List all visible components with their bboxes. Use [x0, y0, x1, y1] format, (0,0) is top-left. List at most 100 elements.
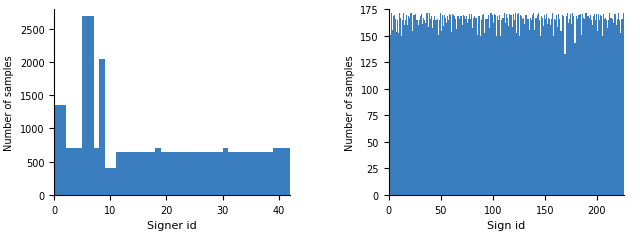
Bar — [591, 20, 592, 195]
Bar — [449, 15, 450, 195]
Bar — [540, 36, 541, 195]
Bar — [445, 18, 446, 195]
Bar — [144, 152, 150, 195]
Bar — [183, 152, 189, 195]
Bar — [161, 152, 166, 195]
Bar — [579, 16, 580, 195]
Bar — [461, 26, 463, 195]
Bar — [595, 20, 596, 195]
Bar — [492, 16, 493, 195]
Bar — [476, 18, 477, 195]
Bar — [611, 20, 612, 195]
Bar — [556, 16, 557, 195]
Bar — [471, 15, 472, 195]
Bar — [497, 18, 498, 195]
Bar — [520, 16, 521, 195]
Bar — [483, 15, 484, 195]
Bar — [424, 20, 425, 195]
Bar — [418, 26, 419, 195]
Bar — [586, 18, 588, 195]
Y-axis label: Number of samples: Number of samples — [345, 55, 355, 150]
Bar — [223, 149, 228, 195]
Bar — [568, 24, 569, 195]
Bar — [544, 16, 545, 195]
Bar — [211, 152, 217, 195]
Bar — [421, 15, 422, 195]
Bar — [514, 20, 515, 195]
Bar — [501, 20, 502, 195]
Bar — [502, 18, 503, 195]
Bar — [463, 18, 465, 195]
Bar — [566, 14, 568, 195]
Bar — [426, 14, 427, 195]
Bar — [574, 44, 575, 195]
Bar — [619, 20, 620, 195]
Bar — [105, 168, 111, 195]
Bar — [429, 14, 430, 195]
Bar — [278, 149, 284, 195]
Bar — [443, 27, 444, 195]
Bar — [527, 20, 528, 195]
Bar — [397, 20, 398, 195]
Bar — [453, 16, 454, 195]
Bar — [534, 31, 536, 195]
Bar — [498, 20, 499, 195]
Bar — [438, 20, 440, 195]
Bar — [435, 20, 436, 195]
Bar — [509, 15, 511, 195]
Bar — [617, 20, 618, 195]
Bar — [543, 27, 544, 195]
Bar — [623, 14, 624, 195]
Bar — [446, 24, 447, 195]
Bar — [515, 14, 516, 195]
Bar — [410, 14, 412, 195]
Bar — [66, 149, 71, 195]
Bar — [528, 20, 529, 195]
Bar — [519, 36, 520, 195]
Bar — [518, 14, 519, 195]
Bar — [571, 25, 572, 195]
Bar — [456, 30, 458, 195]
Bar — [524, 25, 525, 195]
Bar — [563, 18, 564, 195]
Bar — [578, 16, 579, 195]
Bar — [172, 152, 178, 195]
Bar — [393, 18, 394, 195]
Bar — [417, 20, 418, 195]
Bar — [428, 28, 429, 195]
Bar — [425, 24, 426, 195]
Bar — [614, 15, 616, 195]
Bar — [447, 18, 448, 195]
Bar — [268, 152, 273, 195]
Bar — [178, 152, 183, 195]
Bar — [620, 34, 621, 195]
Bar — [455, 20, 456, 195]
Bar — [580, 15, 581, 195]
Bar — [138, 152, 144, 195]
Bar — [486, 20, 488, 195]
Bar — [531, 20, 532, 195]
Bar — [423, 18, 424, 195]
Bar — [495, 16, 496, 195]
Bar — [412, 32, 413, 195]
Bar — [553, 36, 554, 195]
Bar — [538, 14, 539, 195]
Bar — [245, 152, 250, 195]
Bar — [609, 14, 611, 195]
Bar — [490, 14, 491, 195]
Bar — [398, 34, 399, 195]
Bar — [77, 149, 83, 195]
Bar — [465, 20, 466, 195]
Bar — [541, 18, 543, 195]
Bar — [408, 18, 410, 195]
Bar — [572, 14, 573, 195]
Bar — [480, 36, 481, 195]
Bar — [513, 15, 514, 195]
Bar — [525, 16, 526, 195]
Bar — [607, 29, 609, 195]
Bar — [582, 15, 584, 195]
Bar — [395, 20, 396, 195]
Bar — [594, 15, 595, 195]
Bar — [200, 152, 205, 195]
Bar — [228, 152, 234, 195]
